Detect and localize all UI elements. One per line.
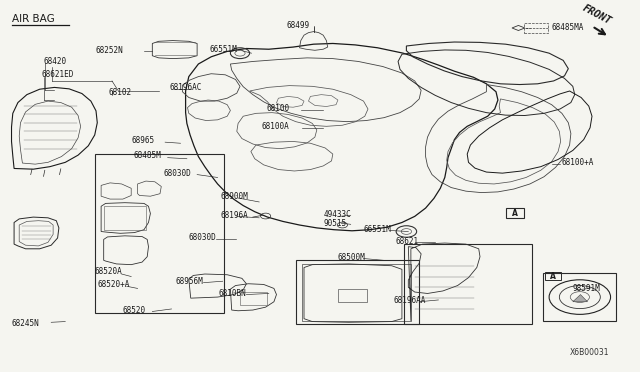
Text: 68499: 68499: [287, 21, 310, 30]
Text: FRONT: FRONT: [581, 3, 613, 26]
Text: 6810BN: 6810BN: [219, 289, 246, 298]
Text: A: A: [511, 209, 518, 218]
Text: 68420: 68420: [44, 57, 67, 66]
Text: 90515: 90515: [323, 219, 346, 228]
Text: 68520: 68520: [123, 305, 146, 315]
Bar: [404, 244, 532, 324]
Bar: [545, 272, 561, 280]
Text: 98591M: 98591M: [573, 284, 600, 293]
Text: 68500M: 68500M: [338, 253, 365, 262]
Bar: [240, 292, 267, 305]
Bar: [506, 208, 524, 218]
Text: 68196A: 68196A: [221, 211, 248, 220]
Text: 68520A: 68520A: [95, 267, 122, 276]
Text: 68621ED: 68621ED: [42, 70, 74, 79]
Text: AIR BAG: AIR BAG: [12, 15, 54, 25]
Text: 68245N: 68245N: [12, 319, 39, 328]
Text: 68520+A: 68520+A: [97, 280, 130, 289]
Text: 68621: 68621: [396, 237, 419, 246]
Text: 68965: 68965: [131, 136, 154, 145]
Bar: [95, 154, 224, 312]
Text: 68956M: 68956M: [176, 277, 204, 286]
Text: 49433C: 49433C: [323, 210, 351, 219]
Text: 68196AC: 68196AC: [170, 83, 202, 92]
Text: 66551M: 66551M: [209, 45, 237, 54]
Text: 68252N: 68252N: [95, 46, 123, 55]
Bar: [524, 23, 548, 33]
Text: 68900M: 68900M: [221, 192, 248, 201]
Text: 68485MA: 68485MA: [552, 23, 584, 32]
Bar: [338, 289, 367, 302]
Bar: [296, 260, 419, 324]
Polygon shape: [573, 295, 588, 302]
Text: 68196AA: 68196AA: [394, 296, 426, 305]
Bar: [104, 206, 146, 230]
Text: 68100+A: 68100+A: [562, 158, 595, 167]
Text: 68030D: 68030D: [163, 169, 191, 178]
Text: 66551M: 66551M: [364, 225, 391, 234]
Text: 68485M: 68485M: [133, 151, 161, 160]
Text: 68100A: 68100A: [262, 122, 289, 131]
Text: 68030D: 68030D: [189, 234, 216, 243]
Text: 68102: 68102: [109, 88, 132, 97]
Text: A: A: [550, 272, 556, 281]
Bar: [543, 273, 616, 321]
Bar: [302, 264, 411, 321]
Text: X6B00031: X6B00031: [570, 348, 609, 357]
Text: 68100: 68100: [266, 104, 289, 113]
